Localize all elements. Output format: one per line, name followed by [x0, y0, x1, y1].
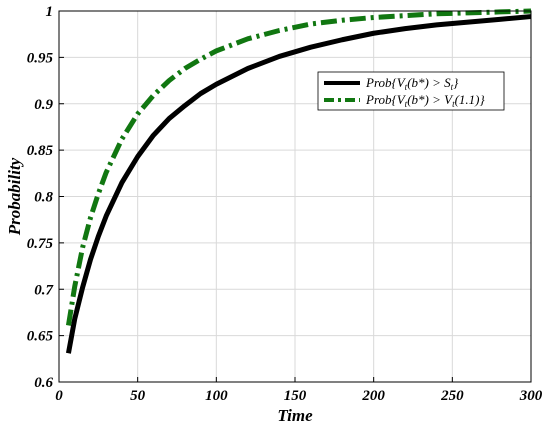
grid: [58, 10, 532, 383]
y-tick-label: 0.95: [27, 50, 54, 66]
y-tick-label: 0.9: [34, 97, 53, 113]
series-layer: [65, 8, 532, 354]
y-tick-label: 0.75: [27, 236, 54, 252]
x-tick-label: 200: [361, 388, 385, 404]
y-tick-label: 1: [46, 4, 54, 20]
x-tick-label: 250: [440, 388, 464, 404]
legend-label: Prob{Vt(b*) > St}: [365, 75, 459, 92]
tick-layer: 0 50 100 150 200 250 300 0.6 0.65 0.7 0.75 0.8 0.85 0…: [27, 4, 543, 404]
x-tick-label: 100: [205, 388, 228, 404]
series-line-1: [65, 14, 532, 354]
series-line-2: [65, 8, 532, 326]
legend-box: [317, 71, 505, 111]
y-tick-label: 0.7: [34, 282, 53, 298]
y-tick-label: 0.8: [34, 190, 53, 206]
y-tick-label: 0.65: [27, 329, 54, 345]
y-axis-label: Probability: [5, 157, 24, 236]
x-tick-label: 150: [284, 388, 307, 404]
legend: Prob{Vt(b*) > St}Prob{Vt(b*) > Vt(1.1)}: [317, 71, 505, 111]
x-axis-label: Time: [277, 406, 313, 425]
x-tick-label: 300: [519, 388, 543, 404]
y-tick-label: 0.85: [27, 143, 54, 159]
x-tick-label: 50: [130, 388, 146, 404]
x-tick-label: 0: [55, 388, 63, 404]
y-tick-label: 0.6: [34, 375, 53, 391]
legend-label: Prob{Vt(b*) > Vt(1.1)}: [365, 92, 485, 109]
